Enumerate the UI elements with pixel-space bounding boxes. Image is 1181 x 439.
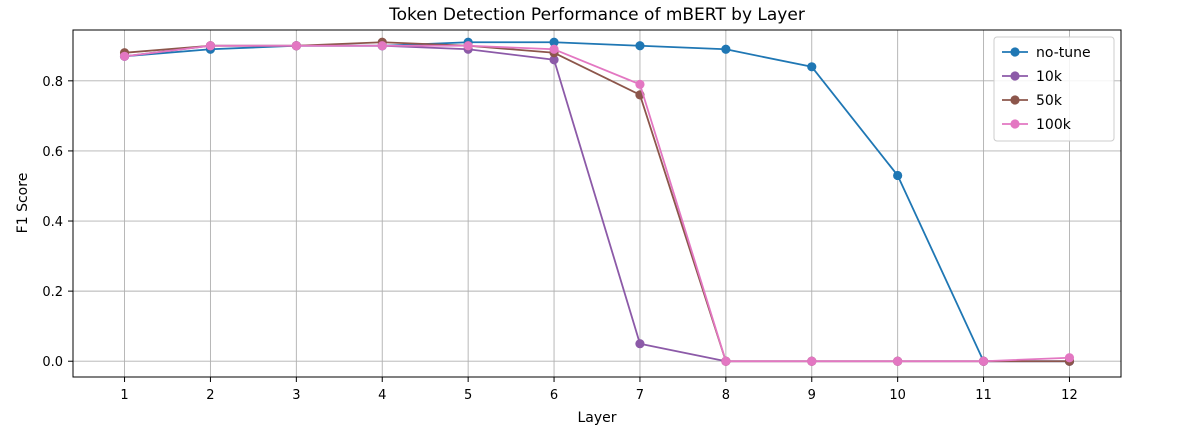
x-tick-label: 2 — [206, 388, 214, 403]
legend: no-tune 10k 50k 100k — [993, 36, 1115, 142]
legend-marker — [1010, 47, 1020, 57]
legend-marker — [1010, 71, 1020, 81]
data-point — [119, 51, 130, 61]
legend-item-10k: 10k — [1002, 69, 1063, 85]
data-point — [721, 356, 731, 366]
data-point — [893, 170, 903, 181]
data-point — [807, 62, 817, 72]
legend-item-100k: 100k — [1002, 117, 1072, 133]
x-axis-ticks: 1 2 3 4 5 6 7 8 9 10 11 12 — [120, 377, 1078, 403]
chart-title: Token Detection Performance of mBERT by … — [388, 5, 805, 25]
data-point — [549, 37, 559, 47]
y-tick-label: 0.4 — [42, 215, 63, 230]
x-tick-label: 12 — [1061, 388, 1078, 403]
legend-label: no-tune — [1036, 45, 1091, 61]
y-axis-ticks: 0.0 0.2 0.4 0.6 0.8 — [42, 75, 73, 370]
y-axis-label: F1 Score — [15, 173, 31, 234]
x-tick-label: 7 — [636, 388, 644, 403]
legend-marker — [1010, 95, 1020, 105]
data-point — [1064, 353, 1075, 363]
x-tick-label: 8 — [722, 388, 730, 403]
series-100k — [119, 41, 1075, 366]
data-point — [377, 41, 387, 51]
legend-marker — [1010, 119, 1020, 129]
x-tick-label: 4 — [378, 388, 386, 403]
x-tick-label: 3 — [292, 388, 300, 403]
y-tick-label: 0.2 — [42, 285, 63, 300]
x-tick-label: 11 — [975, 388, 992, 403]
data-point — [635, 339, 645, 349]
data-point — [893, 356, 903, 366]
data-point — [635, 41, 645, 51]
plot-frame — [72, 29, 1122, 378]
data-point — [205, 41, 216, 51]
data-point — [549, 44, 559, 54]
x-tick-label: 5 — [464, 388, 472, 403]
legend-label: 100k — [1036, 117, 1072, 133]
y-tick-label: 0.6 — [42, 145, 63, 160]
data-point — [807, 356, 817, 366]
legend-item-no-tune: no-tune — [1002, 45, 1091, 61]
series-10k — [119, 41, 1075, 366]
y-tick-label: 0.8 — [42, 75, 63, 90]
data-point — [291, 41, 301, 51]
series-line — [124, 44, 1070, 363]
x-tick-label: 9 — [808, 388, 816, 403]
legend-label: 50k — [1036, 93, 1063, 109]
x-tick-label: 1 — [120, 388, 128, 403]
data-point — [463, 41, 473, 51]
y-tick-label: 0.0 — [42, 355, 63, 370]
legend-label: 10k — [1036, 69, 1063, 85]
series-layer — [119, 37, 1075, 366]
legend-box — [993, 36, 1115, 142]
data-point — [635, 79, 645, 89]
data-point — [978, 356, 989, 366]
legend-item-50k: 50k — [1002, 93, 1063, 109]
x-tick-label: 6 — [550, 388, 558, 403]
data-point — [549, 55, 559, 65]
x-axis-label: Layer — [577, 410, 616, 426]
x-tick-label: 10 — [889, 388, 906, 403]
data-point — [721, 44, 731, 54]
series-line — [124, 44, 1070, 363]
